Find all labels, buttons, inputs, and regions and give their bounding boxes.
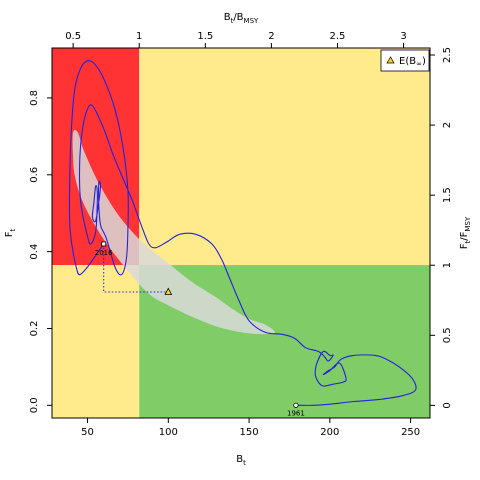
y-axis-left: 0.0 0.2 0.4 0.6 0.8 bbox=[29, 90, 52, 413]
x-top-tick-label: 1 bbox=[136, 31, 142, 42]
x-top-tick-label: 3 bbox=[400, 31, 406, 42]
quadrant-backgrounds bbox=[52, 48, 430, 418]
y-right-tick-label: 0 bbox=[442, 402, 453, 408]
end-point-marker bbox=[101, 241, 107, 247]
y-axis-right: 0 0.5 1 1.5 2 2.5 bbox=[430, 47, 453, 409]
x-top-tick-label: 1.5 bbox=[197, 31, 213, 42]
y-right-tick-label: 2 bbox=[442, 122, 453, 128]
x-axis-top-title: Bt/BMSY bbox=[224, 12, 259, 25]
plot-frame bbox=[51, 47, 431, 419]
y-left-tick-label: 0.4 bbox=[29, 244, 40, 260]
legend-entry: E(B∞) bbox=[399, 56, 426, 68]
y-right-tick-label: 1 bbox=[442, 262, 453, 268]
legend-box bbox=[380, 49, 430, 72]
x-bottom-tick-label: 50 bbox=[81, 427, 94, 438]
legend: E(B∞) bbox=[380, 49, 430, 72]
quadrant-overfished bbox=[52, 265, 140, 418]
legend-marker bbox=[386, 56, 395, 64]
y-left-tick-label: 0.2 bbox=[29, 321, 40, 337]
x-bottom-tick-label: 150 bbox=[240, 427, 259, 438]
x-bottom-tick-label: 250 bbox=[401, 427, 420, 438]
y-left-tick-label: 0.6 bbox=[29, 167, 40, 183]
x-axis-bottom: 50 100 150 200 250 bbox=[81, 418, 420, 438]
trajectory-line bbox=[68, 60, 417, 406]
end-point-label: 2016 bbox=[95, 249, 113, 257]
x-axis-bottom-title: Bt bbox=[236, 454, 246, 467]
y-left-tick-label: 0.0 bbox=[29, 397, 40, 413]
projection-line bbox=[103, 244, 169, 293]
start-point-marker bbox=[293, 402, 299, 408]
x-bottom-tick-label: 200 bbox=[320, 427, 339, 438]
expected-equilibrium-marker bbox=[164, 287, 173, 295]
y-right-tick-label: 0.5 bbox=[442, 327, 453, 343]
quadrant-overfishing bbox=[139, 48, 430, 266]
confidence-region bbox=[72, 129, 275, 335]
y-axis-right-title: Ft/FMSY bbox=[459, 216, 472, 249]
start-point-label: 1961 bbox=[287, 409, 305, 417]
y-right-tick-label: 1.5 bbox=[442, 187, 453, 203]
y-axis-left-title: Ft bbox=[4, 228, 17, 237]
x-axis-top: 0.5 1 1.5 2 2.5 3 bbox=[65, 31, 407, 48]
x-top-tick-label: 2.5 bbox=[330, 31, 346, 42]
x-bottom-tick-label: 100 bbox=[159, 427, 178, 438]
y-right-tick-label: 2.5 bbox=[442, 47, 453, 63]
y-left-tick-label: 0.8 bbox=[29, 90, 40, 106]
x-top-tick-label: 0.5 bbox=[65, 31, 81, 42]
x-top-tick-label: 2 bbox=[268, 31, 274, 42]
